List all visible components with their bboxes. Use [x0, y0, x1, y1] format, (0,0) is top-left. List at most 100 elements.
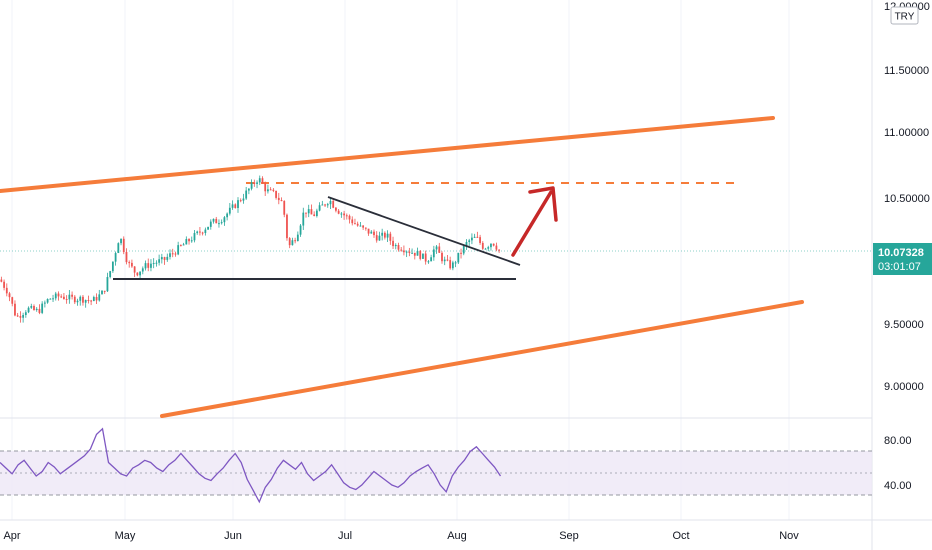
candle: [280, 197, 283, 202]
candle: [337, 209, 340, 215]
candle: [348, 214, 351, 224]
candle: [291, 237, 294, 246]
candle: [329, 198, 332, 209]
candle: [318, 202, 321, 212]
candle: [117, 242, 120, 254]
candle: [364, 227, 367, 231]
candle: [68, 290, 71, 304]
candle: [471, 233, 473, 245]
candle: [277, 192, 280, 205]
candle: [101, 289, 103, 295]
price-candles: [0, 175, 501, 323]
candle: [321, 200, 324, 206]
candle: [389, 231, 392, 245]
candle: [359, 222, 362, 227]
time-tick-label: Aug: [447, 530, 467, 542]
candle: [432, 245, 435, 261]
candle: [79, 295, 82, 306]
candle: [43, 300, 46, 308]
candle: [49, 298, 52, 300]
candle: [128, 260, 131, 268]
candle-countdown: 03:01:07: [878, 261, 921, 273]
upper-channel-line[interactable]: [0, 116, 775, 193]
candle: [231, 200, 234, 210]
candle: [131, 259, 133, 268]
candle: [152, 258, 155, 269]
last-price-tag: 10.07328 03:01:07: [873, 243, 932, 275]
candle: [60, 294, 63, 299]
candle: [411, 248, 413, 254]
candle: [169, 249, 171, 260]
candle: [286, 213, 288, 241]
candle: [435, 244, 438, 254]
currency-label: TRY: [895, 12, 915, 23]
candle: [315, 208, 318, 218]
candle: [71, 291, 73, 300]
candle: [76, 298, 79, 306]
candle: [103, 290, 106, 294]
candle: [171, 248, 174, 258]
time-tick-label: May: [115, 530, 136, 542]
candle: [340, 211, 343, 218]
candle: [242, 193, 245, 204]
candle: [136, 272, 139, 277]
descending-trendline[interactable]: [327, 196, 521, 266]
candle: [196, 230, 199, 235]
candle: [495, 242, 498, 252]
candle: [446, 255, 449, 262]
candle: [63, 292, 65, 300]
candle: [228, 202, 231, 216]
candle: [356, 221, 359, 227]
candle: [155, 260, 158, 267]
candle: [27, 306, 30, 314]
candle: [247, 188, 250, 195]
rsi-axis: 80.00 40.00: [884, 435, 912, 492]
vertical-grid: [11, 0, 790, 520]
candle: [413, 252, 416, 260]
candle: [310, 204, 313, 215]
candle: [144, 260, 147, 271]
candle: [0, 276, 3, 283]
candle: [405, 250, 408, 258]
rsi-line: [0, 427, 502, 504]
candle: [82, 294, 84, 306]
candle: [487, 245, 490, 252]
candle: [422, 253, 424, 259]
candle: [139, 271, 141, 279]
candle: [150, 259, 152, 272]
candle: [394, 243, 397, 250]
candle: [305, 212, 307, 218]
candle: [52, 294, 54, 302]
time-tick-label: Apr: [3, 530, 20, 542]
lower-channel-line[interactable]: [160, 300, 804, 418]
last-price-value: 10.07328: [878, 247, 924, 259]
target-arrow[interactable]: [511, 186, 558, 257]
currency-badge[interactable]: TRY: [890, 6, 919, 25]
price-tick-label: 11.50000: [884, 65, 929, 77]
time-tick-label: Oct: [672, 530, 689, 542]
candle: [11, 296, 14, 307]
candle: [158, 254, 161, 266]
candle: [438, 242, 441, 253]
candle: [258, 175, 261, 186]
candle: [188, 238, 190, 245]
candle: [147, 258, 150, 272]
candle: [30, 303, 33, 309]
candle: [166, 253, 169, 262]
candle: [204, 227, 207, 236]
candle: [19, 311, 22, 323]
candle: [109, 270, 112, 279]
candle: [424, 250, 427, 265]
candle: [190, 236, 193, 243]
candle: [288, 237, 291, 249]
candle: [299, 223, 302, 237]
candle: [498, 249, 501, 253]
price-tick-label: 10.50000: [884, 193, 930, 205]
candle: [269, 187, 272, 191]
time-tick-label: Jun: [224, 530, 242, 542]
candle: [307, 204, 310, 218]
candle: [272, 188, 275, 193]
candle: [354, 218, 356, 225]
candle: [22, 312, 25, 323]
